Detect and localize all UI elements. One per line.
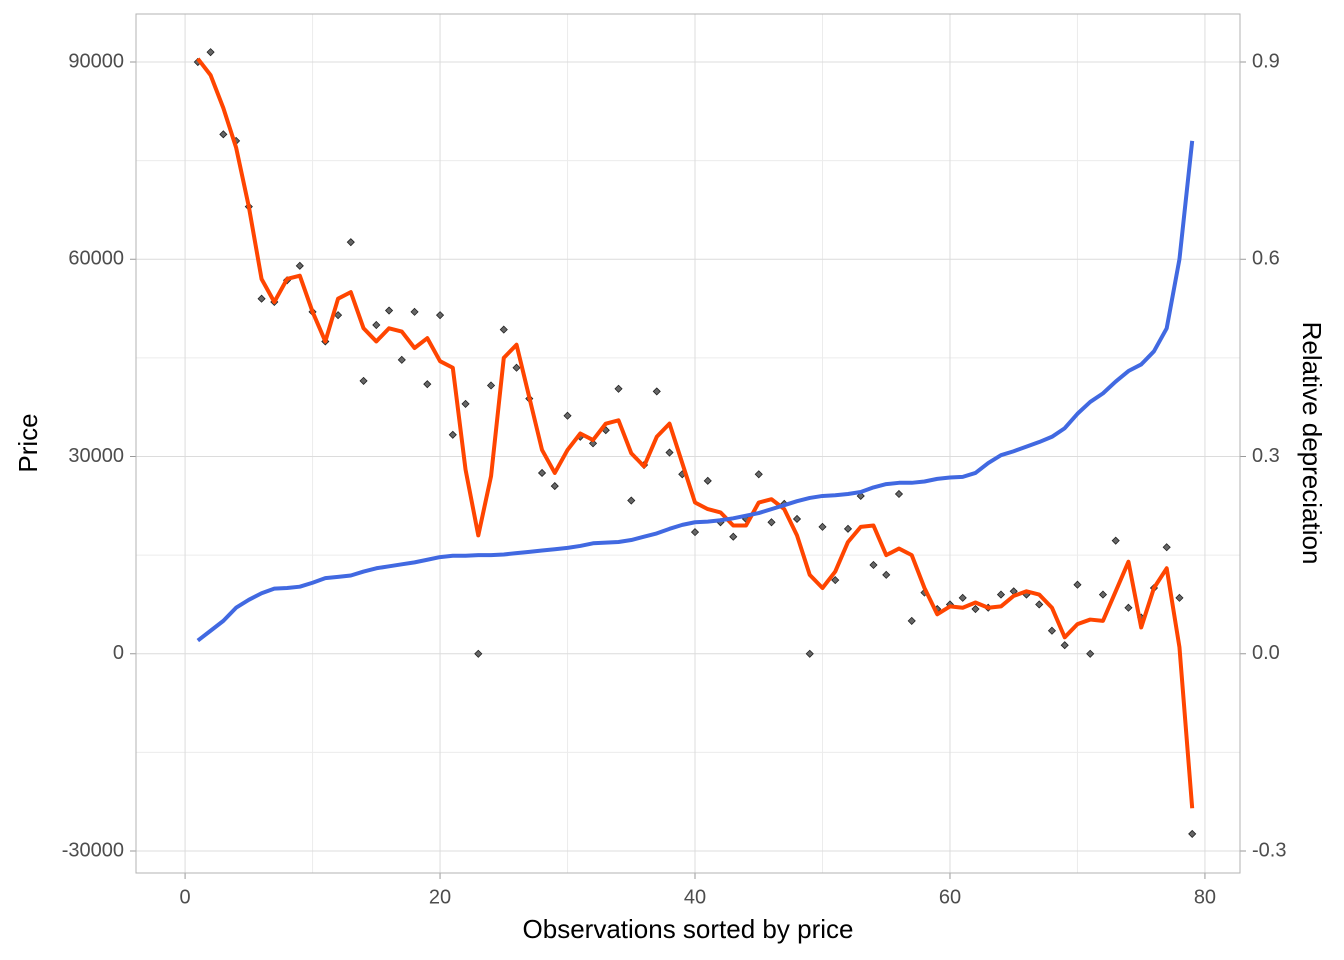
point	[550, 482, 559, 491]
point	[1035, 600, 1044, 609]
point	[818, 522, 827, 531]
point	[219, 130, 228, 139]
y-tick-label: 60000	[68, 248, 124, 270]
point	[1162, 543, 1171, 552]
y-tick-label: 0	[113, 642, 124, 664]
x-tick-label: 40	[684, 886, 706, 908]
x-tick-label: 60	[939, 886, 961, 908]
point	[665, 448, 674, 457]
point	[614, 384, 623, 393]
point	[971, 604, 980, 614]
point	[499, 325, 508, 334]
y2-tick-label: 0.6	[1252, 248, 1280, 270]
point	[206, 48, 215, 57]
point	[754, 470, 763, 479]
point	[448, 430, 457, 439]
point	[588, 439, 598, 448]
y-tick-label: -30000	[62, 839, 124, 861]
point	[729, 532, 738, 541]
point	[359, 376, 368, 385]
point	[474, 649, 483, 658]
point	[435, 311, 445, 320]
point	[1124, 603, 1133, 612]
line	[196, 57, 1195, 809]
point	[410, 307, 419, 316]
panel-border	[135, 13, 1241, 874]
point	[958, 593, 967, 602]
y2-tick-label: 0.3	[1252, 445, 1280, 467]
point	[882, 570, 891, 579]
point	[805, 649, 814, 658]
point	[1073, 580, 1082, 589]
point	[397, 355, 406, 364]
point	[512, 363, 521, 372]
point	[537, 468, 547, 478]
x-axis-title: Observations sorted by price	[523, 914, 854, 944]
point	[1060, 641, 1069, 650]
point	[346, 238, 355, 247]
point	[996, 590, 1006, 599]
y-axis-title: Price	[13, 413, 43, 472]
point	[423, 380, 432, 389]
point	[257, 294, 266, 303]
y2-tick-label: 0.0	[1252, 642, 1280, 664]
point	[894, 489, 904, 499]
point	[792, 514, 802, 524]
x-tick-label: 0	[180, 886, 191, 908]
point	[1047, 626, 1057, 635]
point	[703, 476, 712, 485]
point	[1175, 593, 1184, 602]
point	[843, 524, 853, 533]
point	[869, 560, 878, 570]
point	[907, 616, 916, 625]
point	[1188, 829, 1197, 838]
x-tick-label: 80	[1194, 886, 1216, 908]
point	[461, 399, 470, 408]
point	[486, 381, 496, 390]
point	[627, 496, 636, 505]
point	[1086, 649, 1095, 658]
point	[333, 311, 343, 320]
point	[690, 528, 700, 537]
y-tick-label: 30000	[68, 445, 124, 467]
x-tick-label: 20	[429, 886, 451, 908]
y-tick-label: 90000	[68, 50, 124, 72]
point	[1098, 590, 1108, 599]
point	[767, 518, 776, 527]
point	[1111, 536, 1120, 545]
y2-axis-title: Relative depreciation	[1297, 322, 1327, 565]
y2-tick-label: 0.9	[1252, 50, 1280, 72]
point	[831, 576, 840, 585]
point	[295, 261, 304, 270]
point	[563, 411, 572, 420]
line	[196, 140, 1195, 643]
point	[652, 387, 661, 396]
point	[384, 306, 394, 315]
y2-tick-label: -0.3	[1252, 839, 1286, 861]
point	[372, 320, 381, 330]
